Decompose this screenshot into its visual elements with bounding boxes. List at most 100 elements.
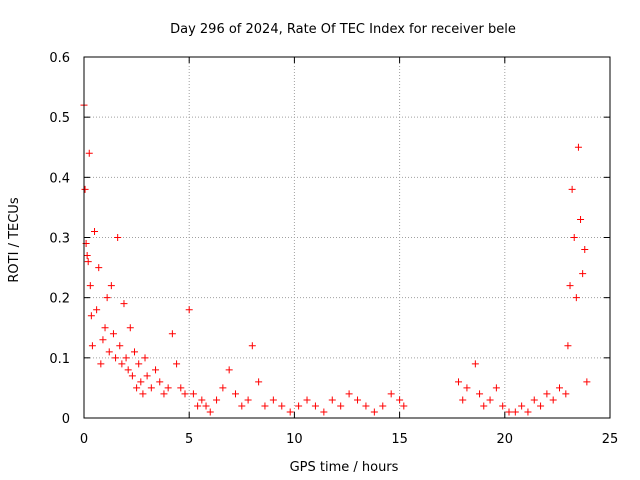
data-point — [537, 402, 545, 410]
data-point — [362, 402, 370, 410]
data-point — [112, 354, 120, 362]
data-point — [137, 378, 145, 386]
data-point — [345, 390, 353, 398]
data-point — [568, 185, 576, 193]
data-point — [387, 390, 395, 398]
data-point — [400, 402, 408, 410]
data-point — [95, 264, 103, 272]
data-point — [143, 372, 151, 380]
chart-title: Day 296 of 2024, Rate Of TEC Index for r… — [170, 22, 516, 37]
data-point — [311, 402, 319, 410]
data-point — [543, 390, 551, 398]
data-point — [231, 390, 239, 398]
data-point — [168, 330, 176, 338]
data-point — [87, 312, 95, 320]
data-point — [583, 378, 591, 386]
data-point — [130, 348, 138, 356]
data-point — [248, 342, 256, 350]
data-point — [139, 390, 147, 398]
data-point — [337, 402, 345, 410]
data-point — [354, 396, 362, 404]
data-point — [213, 396, 221, 404]
x-tick-label: 5 — [185, 432, 193, 447]
data-point — [564, 342, 572, 350]
data-point — [505, 408, 513, 416]
data-point — [202, 402, 210, 410]
data-point — [86, 282, 94, 290]
data-point — [128, 372, 136, 380]
data-point — [177, 384, 185, 392]
data-point — [173, 360, 181, 368]
x-tick-label: 0 — [80, 432, 88, 447]
data-point — [244, 396, 252, 404]
data-point — [549, 396, 557, 404]
data-point — [320, 408, 328, 416]
data-point — [164, 384, 172, 392]
data-point — [574, 143, 582, 151]
y-axis-label: ROTI / TECUs — [7, 197, 22, 282]
data-point — [261, 402, 269, 410]
data-point — [476, 390, 484, 398]
data-point — [133, 384, 141, 392]
data-point — [116, 342, 124, 350]
data-point — [562, 390, 570, 398]
data-point — [295, 402, 303, 410]
grid — [84, 57, 610, 418]
data-point — [147, 384, 155, 392]
data-point — [459, 396, 467, 404]
data-point — [103, 294, 111, 302]
data-point — [105, 348, 113, 356]
x-tick-label: 25 — [602, 432, 619, 447]
data-point — [238, 402, 246, 410]
x-axis-label: GPS time / hours — [290, 460, 399, 475]
data-point — [511, 408, 519, 416]
data-point — [124, 366, 132, 374]
data-point — [88, 342, 96, 350]
data-point — [269, 396, 277, 404]
data-point — [101, 324, 109, 332]
data-point — [556, 384, 564, 392]
axis-ticks — [83, 56, 611, 419]
data-point — [570, 234, 578, 241]
data-point — [577, 215, 585, 223]
data-point — [579, 270, 587, 278]
y-tick-label: 0 — [62, 412, 70, 427]
data-points — [80, 101, 591, 416]
x-tick-label: 15 — [391, 432, 408, 447]
data-point — [370, 408, 378, 416]
data-point — [135, 360, 143, 368]
data-point — [81, 185, 89, 193]
data-point — [379, 402, 387, 410]
data-point — [255, 378, 263, 386]
data-point — [84, 258, 92, 266]
data-point — [524, 408, 532, 416]
y-tick-label: 0.2 — [49, 292, 70, 307]
data-point — [107, 282, 115, 290]
data-point — [118, 360, 126, 368]
data-point — [225, 366, 233, 374]
data-point — [486, 396, 494, 404]
data-point — [530, 396, 538, 404]
data-point — [152, 366, 160, 374]
data-point — [328, 396, 336, 404]
x-tick-label: 20 — [497, 432, 514, 447]
data-point — [480, 402, 488, 410]
data-point — [206, 408, 214, 416]
data-point — [97, 360, 105, 368]
data-point — [160, 390, 168, 398]
data-point — [91, 227, 99, 235]
data-point — [122, 354, 130, 362]
data-point — [471, 360, 479, 368]
data-point — [141, 354, 149, 362]
data-point — [156, 378, 164, 386]
y-tick-label: 0.1 — [49, 352, 70, 367]
data-point — [518, 402, 526, 410]
x-tick-label: 10 — [286, 432, 303, 447]
y-tick-label: 0.4 — [49, 171, 70, 186]
data-point — [572, 294, 580, 302]
y-tick-label: 0.5 — [49, 111, 70, 126]
data-point — [219, 384, 227, 392]
data-point — [566, 282, 574, 290]
data-point — [185, 306, 193, 314]
